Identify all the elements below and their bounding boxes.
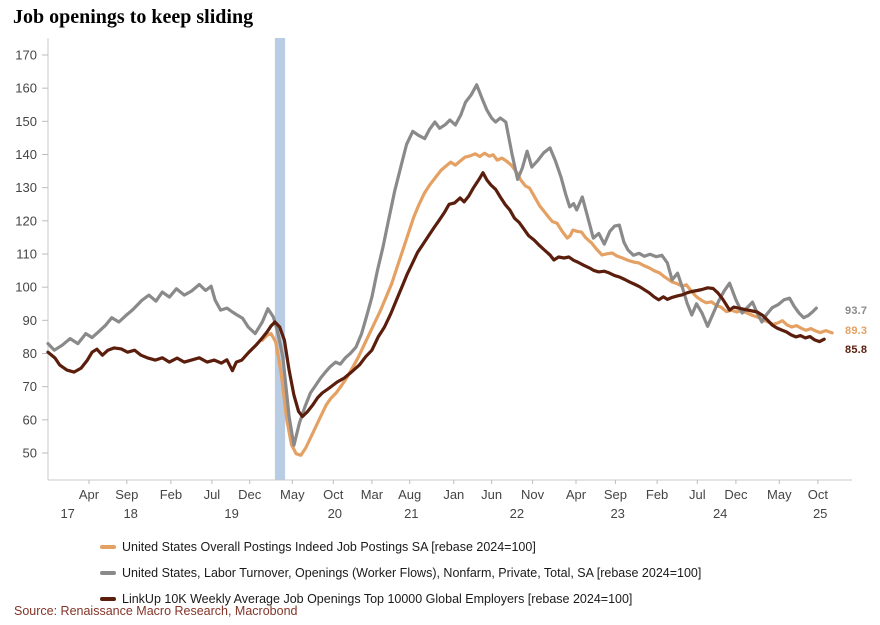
x-tick-month-label: Jul [689,487,706,502]
legend: United States Overall Postings Indeed Jo… [100,534,701,612]
x-tick-month-label: Apr [566,487,587,502]
x-tick-month-label: Apr [79,487,100,502]
x-tick-year-label: 20 [328,506,342,521]
x-tick-year-label: 18 [123,506,137,521]
jolts-openings-line [46,83,818,447]
x-tick-year-label: 17 [60,506,74,521]
y-tick-label: 70 [23,379,37,394]
legend-item-jolts: United States, Labor Turnover, Openings … [100,560,701,586]
x-tick-month-label: Mar [361,487,384,502]
x-tick-year-label: 22 [510,506,524,521]
x-tick-year-label: 23 [610,506,624,521]
indeed-postings-line [260,151,834,457]
legend-label-indeed: United States Overall Postings Indeed Jo… [122,540,536,554]
page-title: Job openings to keep sliding [13,6,254,28]
x-tick-month-label: Sep [604,487,627,502]
y-tick-label: 110 [16,247,37,262]
x-tick-month-label: Oct [323,487,344,502]
x-tick-month-label: Aug [398,487,421,502]
y-tick-label: 160 [15,81,37,96]
y-tick-label: 50 [23,446,37,461]
x-tick-month-label: Jul [204,487,221,502]
x-tick-month-label: Jan [443,487,464,502]
recession-band [274,38,286,480]
x-tick-month-label: May [767,487,792,502]
x-tick-year-label: 21 [404,506,418,521]
y-tick-label: 80 [23,346,37,361]
x-tick-year-label: 19 [224,506,238,521]
end-value-jolts: 93.7 [845,305,868,317]
end-value-indeed: 89.3 [845,325,868,337]
y-tick-label: 170 [15,48,37,63]
x-tick-year-label: 24 [713,506,727,521]
end-value-linkup: 85.8 [845,344,868,356]
legend-item-indeed: United States Overall Postings Indeed Jo… [100,534,701,560]
y-tick-label: 60 [23,412,37,427]
legend-item-linkup: LinkUp 10K Weekly Average Job Openings T… [100,586,701,612]
y-tick-label: 100 [15,280,37,295]
y-tick-label: 150 [15,114,37,129]
x-tick-month-label: Dec [238,487,262,502]
y-tick-label: 90 [23,313,37,328]
linkup-series-swatch [100,597,116,601]
x-tick-month-label: Jun [481,487,502,502]
legend-label-jolts: United States, Labor Turnover, Openings … [122,566,702,580]
source-attribution: Source: Renaissance Macro Research, Macr… [14,604,298,618]
x-tick-month-label: May [280,487,305,502]
x-tick-month-label: Feb [160,487,182,502]
indeed-series-swatch [100,545,116,549]
x-tick-month-label: Nov [521,487,545,502]
x-tick-month-label: Oct [808,487,829,502]
x-tick-year-label: 25 [813,506,827,521]
legend-label-linkup: LinkUp 10K Weekly Average Job Openings T… [122,592,633,606]
x-tick-month-label: Feb [646,487,668,502]
y-tick-label: 140 [15,147,37,162]
x-tick-month-label: Sep [115,487,138,502]
y-tick-label: 120 [15,213,37,228]
x-tick-month-label: Dec [724,487,748,502]
jolts-series-swatch [100,571,116,575]
y-tick-label: 130 [15,180,37,195]
linkup-openings-line [46,171,826,419]
